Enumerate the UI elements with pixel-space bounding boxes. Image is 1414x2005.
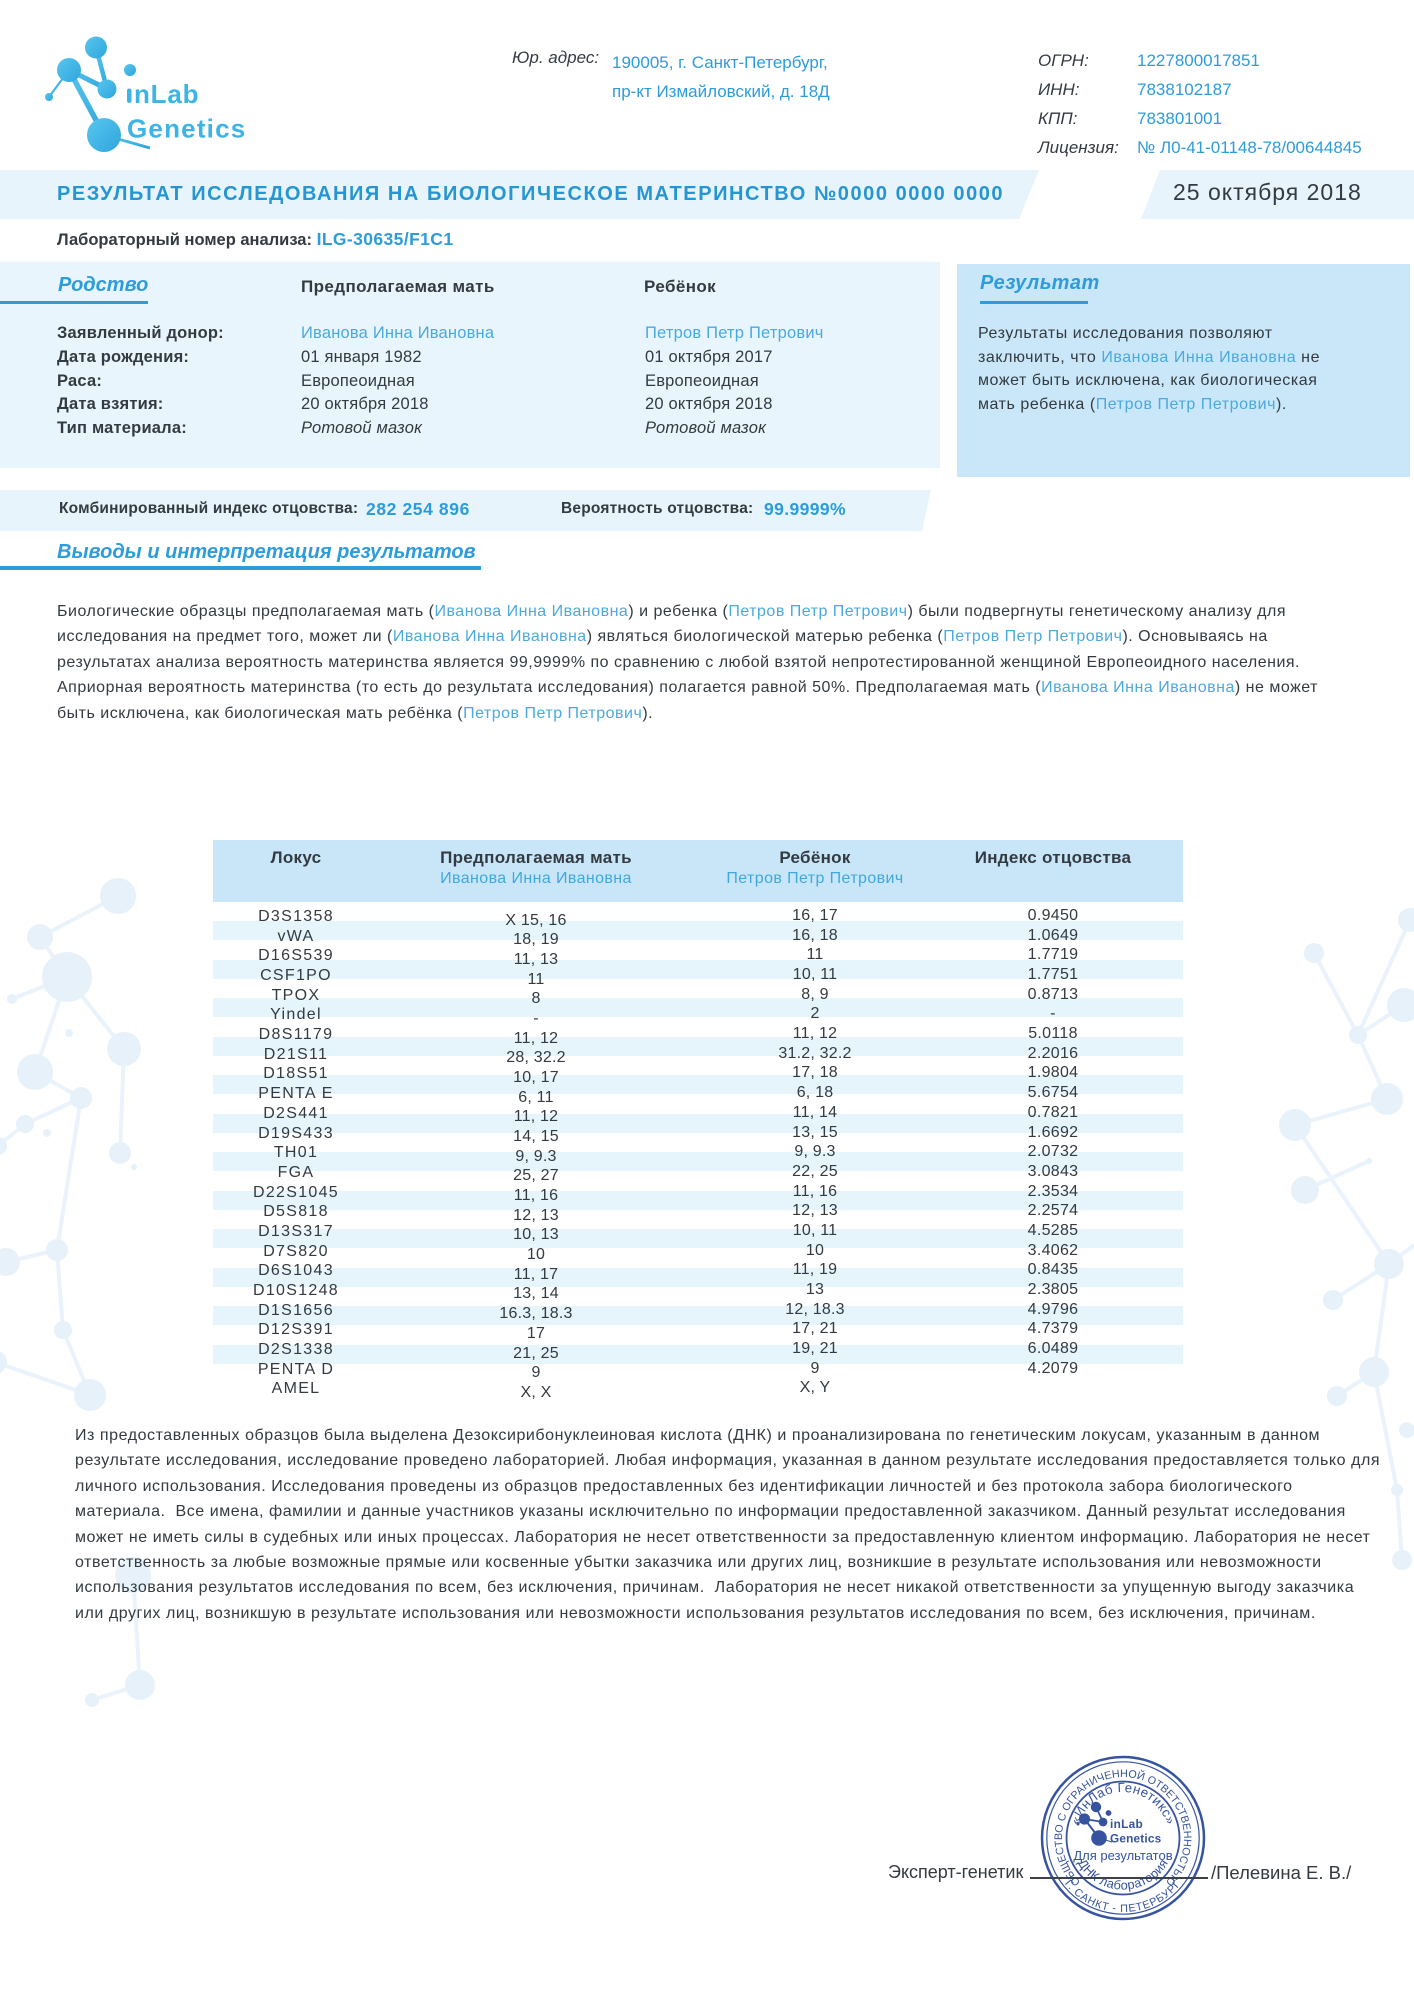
svg-text:Genetics: Genetics (127, 114, 246, 144)
svg-text:inLab: inLab (1110, 1817, 1143, 1831)
svg-text:Для результатов: Для результатов (1073, 1848, 1172, 1863)
svg-text:Genetics: Genetics (1110, 1832, 1162, 1846)
svg-text:nLab: nLab (134, 79, 199, 109)
